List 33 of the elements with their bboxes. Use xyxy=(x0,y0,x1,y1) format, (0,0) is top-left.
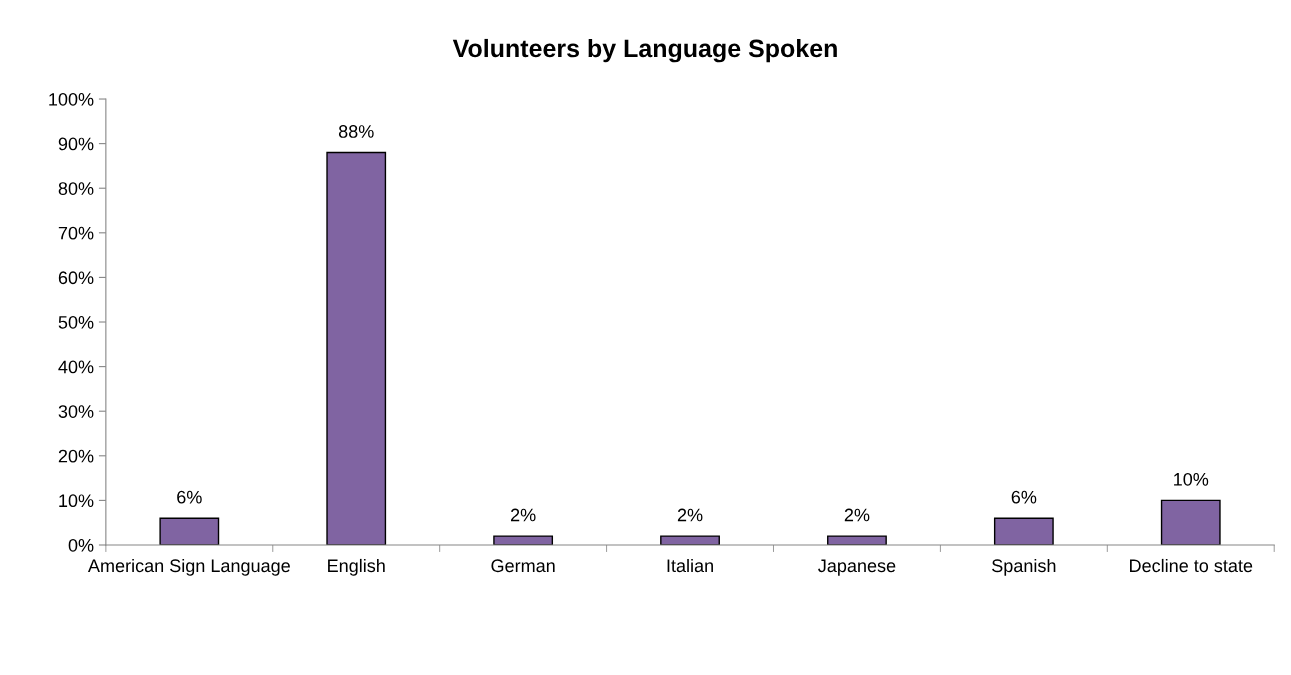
y-tick-label: 70% xyxy=(58,226,94,240)
x-tick-label: American Sign Language xyxy=(87,558,290,576)
y-tick-label: 40% xyxy=(58,360,94,374)
y-tick-label: 20% xyxy=(58,449,94,463)
x-tick-label: German xyxy=(491,559,555,573)
bar xyxy=(326,151,387,545)
x-tick-label: Decline to state xyxy=(1130,558,1253,573)
chart-title: Volunteers by Language Spoken xyxy=(452,38,837,63)
bar xyxy=(660,535,720,545)
y-tick-label: 80% xyxy=(58,182,94,195)
y-tick-label: 30% xyxy=(58,405,94,418)
x-tick-label: Japanese xyxy=(818,559,896,576)
data-label: 2% xyxy=(844,508,870,522)
y-tick-label: 90% xyxy=(58,137,94,151)
data-label: 2% xyxy=(677,508,703,522)
bar xyxy=(493,535,554,545)
data-label: 6% xyxy=(1011,490,1037,504)
x-tick-label: Italian xyxy=(667,558,713,573)
data-label: 6% xyxy=(177,490,202,504)
y-tick-label: 60% xyxy=(58,271,94,285)
y-tick-label: 50% xyxy=(58,315,94,329)
y-tick-label: 100% xyxy=(49,92,94,106)
bar xyxy=(827,535,887,545)
x-tick-label: English xyxy=(328,558,385,576)
y-tick-label: 10% xyxy=(59,494,94,508)
y-tick-label: 0% xyxy=(68,538,94,552)
data-label: 2% xyxy=(510,508,536,522)
bar xyxy=(159,517,220,545)
bar xyxy=(1160,499,1221,545)
bar xyxy=(993,517,1054,545)
data-label: 88% xyxy=(338,125,374,138)
x-tick-label: Spanish xyxy=(992,558,1056,576)
data-label: 10% xyxy=(1174,472,1209,486)
